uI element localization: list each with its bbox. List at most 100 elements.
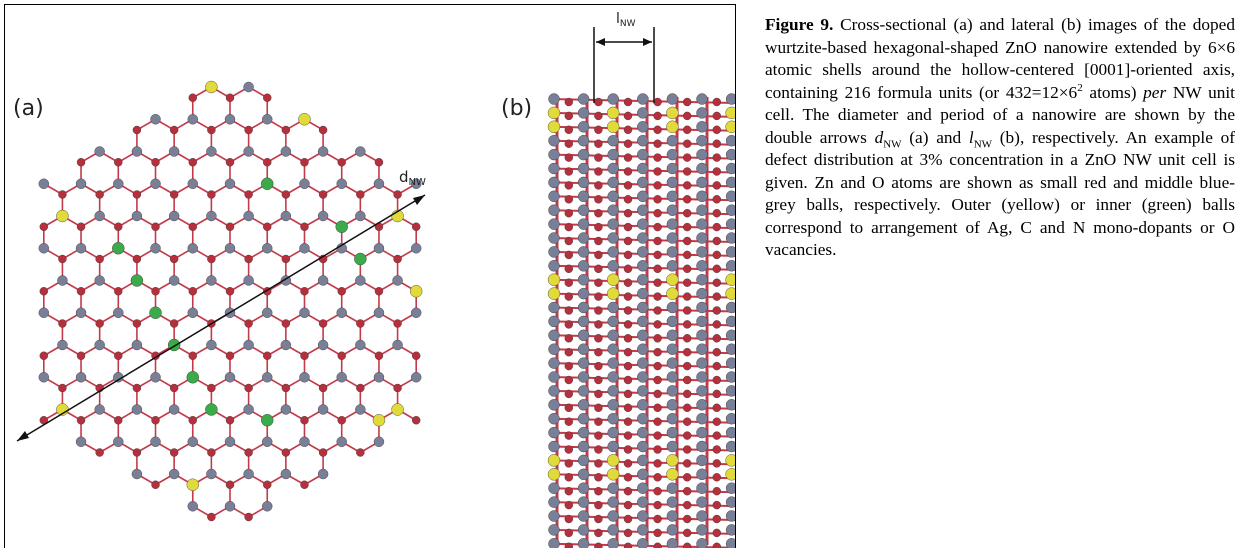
atom: [565, 126, 573, 134]
atom: [667, 246, 678, 257]
atom: [683, 181, 691, 189]
atom: [654, 154, 662, 162]
atom: [206, 469, 216, 479]
atom: [697, 149, 708, 160]
atom: [624, 404, 632, 412]
atom: [608, 538, 619, 548]
atom: [713, 543, 721, 548]
atom: [170, 449, 178, 457]
atom: [548, 468, 560, 480]
atom: [713, 404, 721, 412]
atom: [594, 376, 602, 384]
atom: [95, 340, 105, 350]
atom: [189, 352, 197, 360]
atom: [226, 223, 234, 231]
atom: [338, 352, 346, 360]
atom: [607, 454, 619, 466]
atom: [637, 399, 648, 410]
atom: [549, 191, 560, 202]
atom: [338, 416, 346, 424]
atom: [666, 274, 678, 286]
atom: [713, 446, 721, 454]
atom: [624, 168, 632, 176]
atom: [594, 404, 602, 412]
atom: [667, 330, 678, 341]
atom: [549, 427, 560, 438]
atom: [114, 158, 122, 166]
atom: [726, 372, 735, 383]
atom: [637, 191, 648, 202]
atom: [726, 316, 735, 327]
atom: [151, 243, 161, 253]
atom: [356, 384, 364, 392]
atom: [207, 449, 215, 457]
atom: [683, 432, 691, 440]
atom: [594, 515, 602, 523]
atom: [697, 413, 708, 424]
atom: [151, 114, 161, 124]
atom: [637, 107, 648, 118]
atom: [244, 405, 254, 415]
atom: [133, 126, 141, 134]
atom: [697, 427, 708, 438]
atom: [697, 135, 708, 146]
diameter-arrow: [17, 195, 425, 441]
atom: [578, 233, 589, 244]
atom: [624, 98, 632, 106]
atom: [132, 405, 142, 415]
atom: [637, 455, 648, 466]
atom: [624, 126, 632, 134]
atom: [354, 253, 366, 265]
atom: [355, 147, 365, 157]
atom: [654, 459, 662, 467]
atom: [96, 449, 104, 457]
atom: [337, 308, 347, 318]
atom: [697, 233, 708, 244]
atom: [594, 126, 602, 134]
atom: [262, 114, 272, 124]
atom: [683, 168, 691, 176]
atom: [549, 149, 560, 160]
atom: [683, 362, 691, 370]
atom: [608, 316, 619, 327]
atom: [207, 384, 215, 392]
atom: [608, 149, 619, 160]
atom: [654, 307, 662, 315]
arrow-symbol: d: [399, 168, 409, 186]
atom: [336, 221, 348, 233]
atom: [624, 348, 632, 356]
atom: [594, 390, 602, 398]
atom: [578, 177, 589, 188]
atom: [683, 487, 691, 495]
atom: [654, 473, 662, 481]
atom: [319, 449, 327, 457]
atom: [96, 320, 104, 328]
atom: [169, 405, 179, 415]
atom: [667, 302, 678, 313]
atom: [189, 158, 197, 166]
atom: [77, 223, 85, 231]
atom: [40, 287, 48, 295]
atom: [548, 121, 560, 133]
atom: [697, 274, 708, 285]
atom: [133, 320, 141, 328]
atom: [392, 404, 404, 416]
atom: [548, 288, 560, 300]
atom: [226, 158, 234, 166]
atom: [683, 334, 691, 342]
atom: [565, 432, 573, 440]
atom: [667, 483, 678, 494]
atom: [624, 237, 632, 245]
atom: [594, 223, 602, 231]
atom: [683, 195, 691, 203]
atom: [697, 344, 708, 355]
atom: [637, 385, 648, 396]
atom: [654, 279, 662, 287]
atom: [594, 543, 602, 548]
atom: [697, 469, 708, 480]
atom: [683, 279, 691, 287]
atom: [713, 362, 721, 370]
caption-text: (b), respectively. An example of defect …: [765, 128, 1235, 260]
atom: [578, 330, 589, 341]
atom: [667, 135, 678, 146]
